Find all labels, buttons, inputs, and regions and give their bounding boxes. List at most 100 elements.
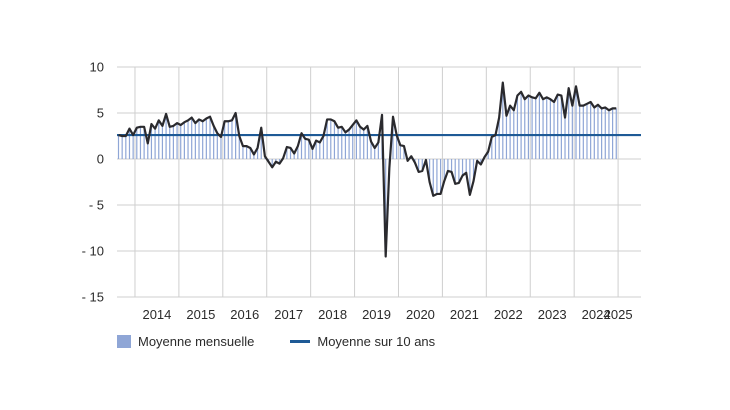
monthly-bar (465, 159, 467, 173)
x-tick-label: 2014 (142, 307, 171, 322)
monthly-bar (502, 82, 504, 159)
monthly-bar (542, 99, 544, 159)
monthly-bar (271, 159, 273, 168)
monthly-bar (450, 159, 453, 172)
monthly-bar (143, 126, 145, 159)
monthly-bar (322, 136, 325, 159)
monthly-bar (443, 159, 445, 182)
x-tick-label: 2023 (538, 307, 567, 322)
monthly-bar (275, 159, 277, 162)
monthly-bar (568, 88, 570, 159)
monthly-bar (187, 120, 189, 159)
monthly-bar (125, 136, 127, 159)
monthly-bar (227, 121, 229, 159)
monthly-bar (319, 142, 321, 159)
x-tick-label: 2021 (450, 307, 479, 322)
x-tick-label: 2015 (186, 307, 215, 322)
monthly-bar (352, 124, 354, 159)
monthly-bar (370, 141, 372, 159)
legend-swatch-average (290, 339, 311, 343)
monthly-bar (136, 127, 138, 159)
monthly-bar (396, 135, 398, 159)
monthly-bar (311, 148, 314, 159)
monthly-bar (355, 120, 357, 159)
monthly-bar (359, 126, 361, 159)
monthly-bar (432, 159, 434, 196)
monthly-bar (374, 147, 376, 159)
monthly-bar (337, 127, 339, 159)
y-tick-label: - 15 (82, 290, 104, 305)
x-tick-label: 2018 (318, 307, 347, 322)
x-tick-label: 2025 (604, 307, 633, 322)
monthly-bar (344, 132, 347, 159)
monthly-bar (399, 145, 401, 159)
monthly-bar (520, 91, 522, 159)
x-tick-label: 2024 (582, 307, 611, 322)
monthly-bar (172, 125, 174, 159)
monthly-bar (469, 159, 471, 195)
bars-layer (117, 82, 617, 257)
monthly-bar (293, 153, 295, 159)
monthly-bar (253, 154, 255, 159)
grid-layer (117, 66, 641, 298)
monthly-bar (575, 86, 577, 159)
monthly-bar (238, 136, 240, 159)
monthly-bar (516, 95, 519, 159)
monthly-bar (180, 124, 182, 159)
monthly-bar (582, 105, 584, 159)
legend: Moyenne mensuelle Moyenne sur 10 ans (117, 330, 471, 352)
monthly-bar (363, 129, 365, 159)
monthly-bar (198, 119, 200, 159)
monthly-bar (121, 136, 123, 159)
monthly-bar (458, 159, 460, 183)
legend-swatch-monthly (117, 334, 131, 348)
y-tick-label: 5 (97, 106, 104, 121)
monthly-bar (560, 95, 562, 159)
monthly-bar (418, 159, 420, 172)
monthly-bar (579, 105, 581, 159)
monthly-bar (333, 121, 336, 159)
y-tick-label: - 5 (89, 198, 104, 213)
y-tick-label: 10 (90, 60, 104, 75)
x-tick-label: 2022 (494, 307, 523, 322)
monthly-bar (429, 159, 431, 182)
labels-layer: 10 5 0 - 5 - 10 - 15 2014 2015 2016 2017 2018 2019 2… (82, 60, 633, 323)
monthly-bar (447, 159, 449, 171)
monthly-bar (553, 101, 555, 159)
monthly-bar (205, 118, 207, 159)
monthly-bar (531, 97, 533, 159)
monthly-bar (154, 128, 156, 159)
monthly-bar (139, 126, 142, 159)
monthly-bar (176, 123, 178, 159)
monthly-bar (161, 125, 164, 159)
x-tick-label: 2019 (362, 307, 391, 322)
monthly-bar (202, 121, 204, 159)
monthly-bar (392, 116, 394, 159)
monthly-bar (289, 147, 292, 159)
monthly-bar (597, 104, 599, 159)
monthly-bar (260, 127, 262, 159)
monthly-bar (498, 117, 500, 159)
monthly-bar (194, 123, 196, 159)
monthly-bar (297, 146, 299, 159)
monthly-bar (593, 107, 595, 159)
monthly-bar (564, 117, 566, 159)
monthly-bar (117, 135, 120, 159)
monthly-bar (326, 119, 328, 159)
monthly-bar (590, 101, 592, 159)
monthly-bar (461, 159, 464, 176)
monthly-bar (165, 113, 167, 159)
monthly-bar (454, 159, 456, 184)
legend-label-monthly: Moyenne mensuelle (138, 333, 255, 349)
monthly-bar (509, 105, 511, 159)
monthly-bar (546, 97, 548, 159)
monthly-bar (487, 151, 489, 159)
series-line (118, 81, 617, 258)
monthly-bar (132, 135, 134, 159)
monthly-bar (615, 108, 617, 159)
monthly-bar (586, 103, 588, 159)
monthly-bar (128, 128, 131, 159)
monthly-bar (216, 133, 218, 159)
monthly-bar (494, 135, 497, 159)
